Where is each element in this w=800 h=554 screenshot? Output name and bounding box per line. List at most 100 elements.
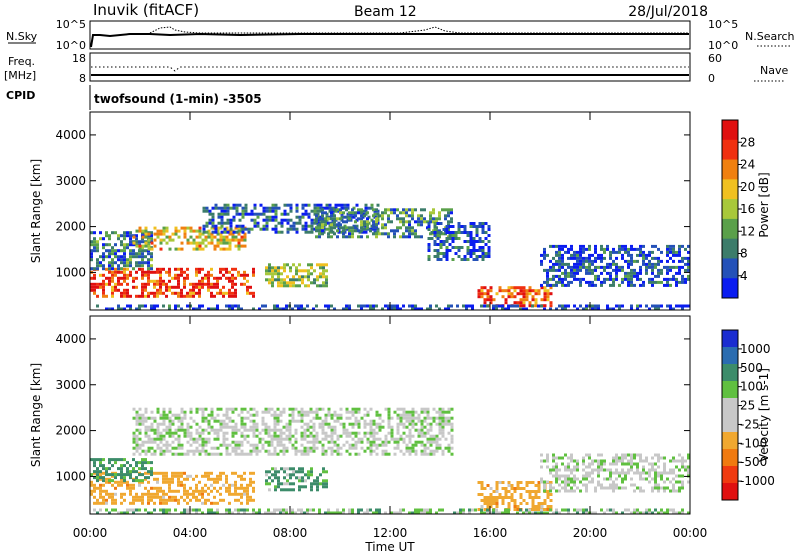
data-cell xyxy=(346,206,350,210)
data-cell xyxy=(252,291,255,295)
data-cell xyxy=(475,249,479,252)
data-cell xyxy=(300,511,303,515)
data-cell xyxy=(138,428,142,432)
data-cell xyxy=(372,431,376,435)
data-cell xyxy=(516,286,520,290)
data-cell xyxy=(168,434,172,438)
data-cell xyxy=(99,255,102,259)
data-cell xyxy=(399,220,402,224)
data-cell xyxy=(477,493,481,496)
nsky-tick-bottom: 10^0 xyxy=(56,39,86,52)
data-cell xyxy=(369,307,372,311)
data-cell xyxy=(327,446,331,450)
data-cell xyxy=(325,485,328,489)
data-cell xyxy=(283,263,286,267)
data-cell xyxy=(645,456,648,460)
data-cell xyxy=(252,273,255,277)
data-cell xyxy=(528,481,532,484)
data-cell xyxy=(633,483,636,487)
data-cell xyxy=(162,511,165,515)
data-cell xyxy=(549,481,553,484)
data-cell xyxy=(111,495,114,499)
data-cell xyxy=(477,508,481,511)
colorbar-segment xyxy=(722,179,738,200)
data-cell xyxy=(159,446,163,450)
data-cell xyxy=(414,511,417,515)
data-cell xyxy=(558,474,561,478)
data-cell xyxy=(309,407,313,411)
data-cell xyxy=(300,437,304,441)
data-cell xyxy=(247,230,251,234)
data-cell xyxy=(642,253,645,257)
data-cell xyxy=(171,285,174,289)
data-cell xyxy=(231,407,235,411)
data-cell xyxy=(393,235,396,239)
data-cell xyxy=(366,511,369,515)
data-cell xyxy=(294,304,297,308)
data-cell xyxy=(475,225,479,228)
data-cell xyxy=(138,422,142,426)
data-cell xyxy=(138,416,142,420)
data-cell xyxy=(411,419,415,423)
data-cell xyxy=(621,456,624,460)
data-cell xyxy=(189,443,193,447)
data-cell xyxy=(648,280,651,284)
data-cell xyxy=(495,490,499,493)
data-cell xyxy=(129,243,132,247)
data-cell xyxy=(333,413,337,417)
data-cell xyxy=(292,281,295,285)
data-cell xyxy=(498,496,502,499)
data-cell xyxy=(138,508,141,512)
data-cell xyxy=(435,440,439,444)
data-cell xyxy=(519,496,523,499)
data-cell xyxy=(129,486,132,490)
data-cell xyxy=(123,264,126,268)
data-cell xyxy=(271,215,275,219)
data-cell xyxy=(153,486,156,490)
data-cell xyxy=(243,273,246,277)
data-cell xyxy=(165,235,169,239)
data-cell xyxy=(150,291,153,295)
data-cell xyxy=(234,452,238,456)
data-cell xyxy=(225,425,229,429)
data-cell xyxy=(123,307,126,311)
data-cell xyxy=(309,419,313,423)
data-cell xyxy=(549,471,552,475)
data-cell xyxy=(462,511,465,515)
data-cell xyxy=(576,277,579,281)
data-cell xyxy=(244,227,248,231)
data-cell xyxy=(186,492,189,496)
data-cell xyxy=(669,265,672,269)
data-cell xyxy=(645,459,648,463)
data-cell xyxy=(147,258,150,262)
data-cell xyxy=(561,486,564,490)
data-cell xyxy=(573,277,576,281)
data-cell xyxy=(279,443,283,447)
data-cell xyxy=(201,492,204,496)
data-cell xyxy=(147,434,151,438)
data-cell xyxy=(621,459,624,463)
data-cell xyxy=(289,281,292,285)
data-cell xyxy=(168,477,171,481)
data-cell xyxy=(120,480,123,484)
data-cell xyxy=(567,508,570,512)
data-cell xyxy=(480,508,483,512)
data-cell xyxy=(408,452,412,456)
data-cell xyxy=(237,486,240,490)
data-cell xyxy=(135,270,138,274)
data-cell xyxy=(567,256,570,260)
data-cell xyxy=(90,255,93,259)
data-cell xyxy=(319,275,322,279)
data-cell xyxy=(225,422,229,426)
data-cell xyxy=(504,511,507,515)
data-cell xyxy=(399,508,402,512)
data-cell xyxy=(280,266,283,270)
data-cell xyxy=(501,481,505,484)
data-cell xyxy=(420,410,424,414)
data-cell xyxy=(216,407,220,411)
data-cell xyxy=(534,298,538,302)
data-cell xyxy=(210,410,214,414)
data-cell xyxy=(657,511,660,515)
data-cell xyxy=(93,471,96,475)
data-cell xyxy=(639,253,642,257)
